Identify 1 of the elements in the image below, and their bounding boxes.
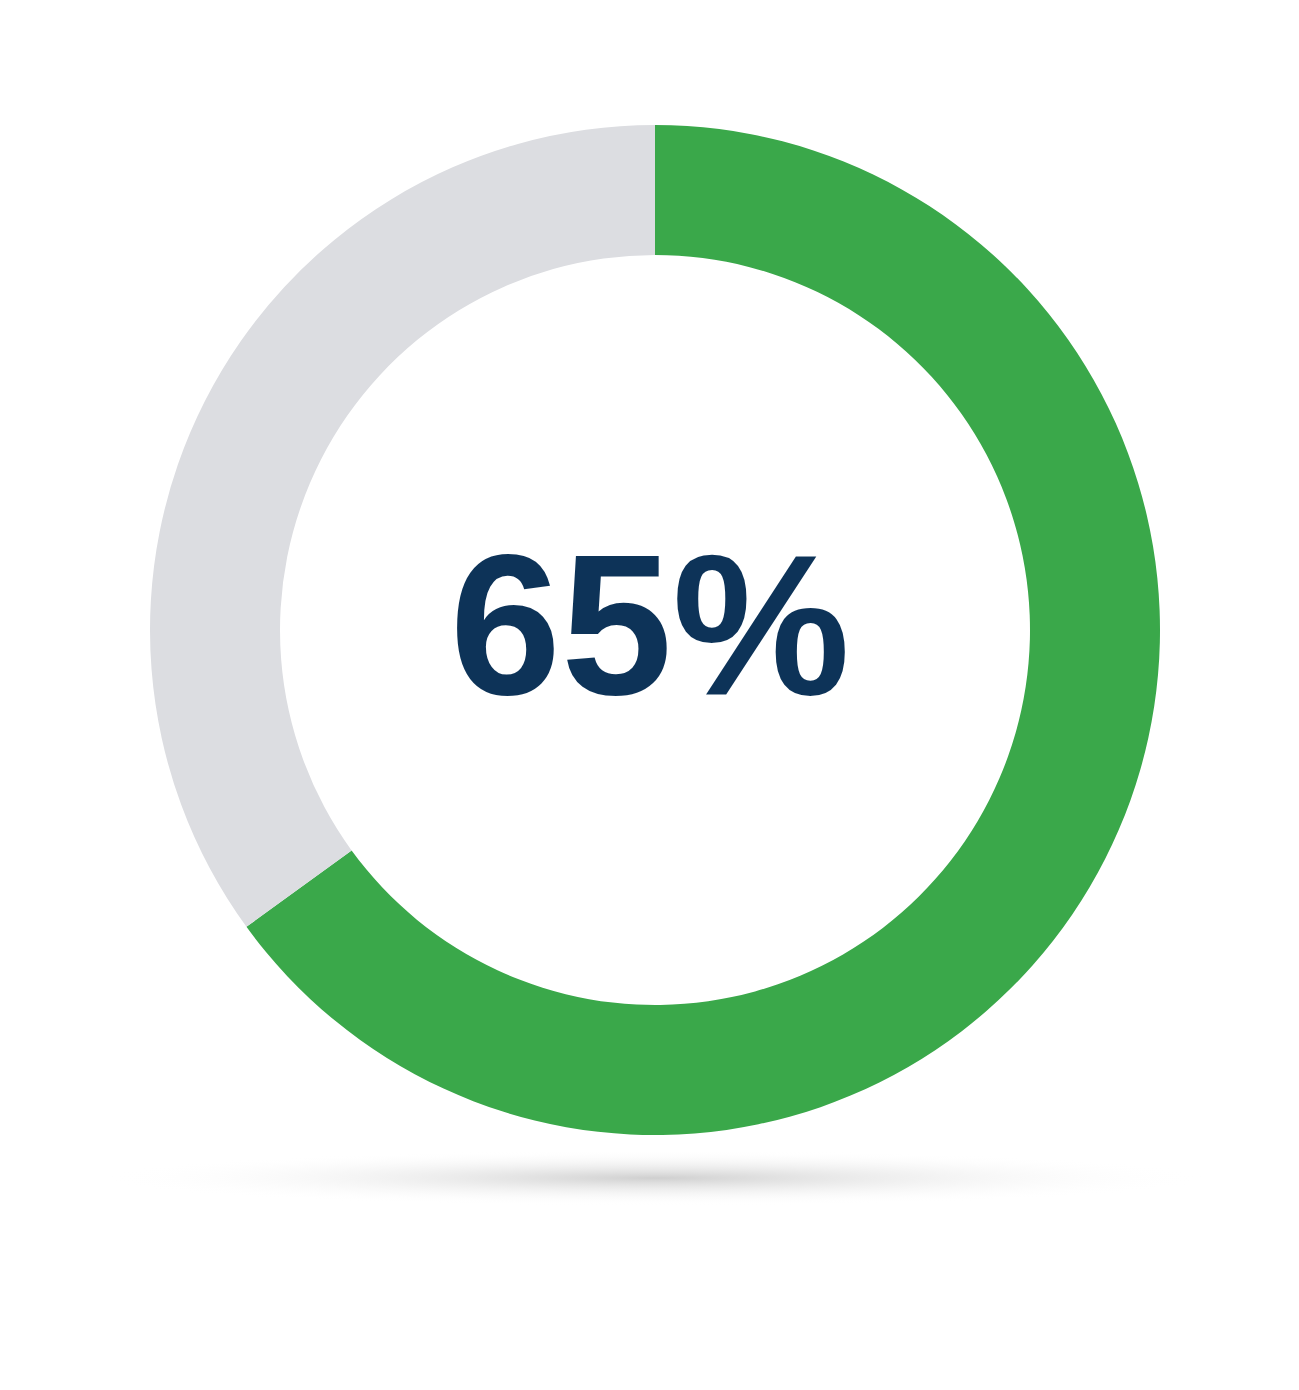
text: 65% — [449, 513, 851, 736]
